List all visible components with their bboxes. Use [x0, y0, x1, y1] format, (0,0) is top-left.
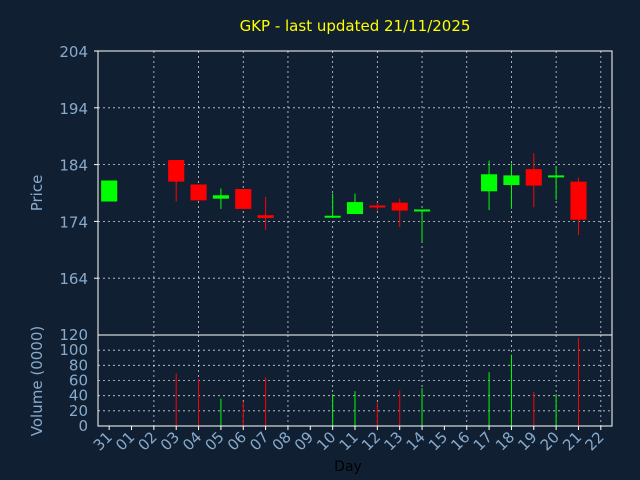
candle-body-13 — [391, 202, 408, 211]
candle-body-17 — [481, 174, 498, 192]
candle-body-20 — [548, 175, 565, 178]
price-y-tick: 194 — [59, 100, 88, 118]
candle-body-31 — [101, 180, 118, 202]
candle-body-03 — [168, 160, 185, 182]
price-y-tick: 164 — [59, 270, 88, 288]
price-y-tick-labels: 164 174 184 194 204 — [59, 43, 98, 288]
x-tick-labels: 3101020304050607080910111213141516171819… — [90, 426, 608, 454]
candle-body-10 — [324, 215, 341, 218]
candle-body-12 — [369, 205, 386, 208]
volume-axis-label: Volume (0000) — [28, 326, 46, 436]
candle-body-21 — [570, 181, 587, 220]
volume-y-tick: 0 — [78, 417, 88, 435]
volume-bars — [175, 338, 579, 426]
volume-y-tick: 60 — [69, 372, 88, 390]
candle-body-04 — [190, 184, 207, 201]
candle-body-18 — [503, 175, 520, 186]
volume-y-tick: 20 — [69, 402, 88, 420]
x-axis-label: Day — [334, 459, 362, 475]
volume-y-tick: 120 — [59, 326, 88, 344]
price-y-tick: 174 — [59, 213, 88, 231]
candle-body-06 — [235, 189, 252, 209]
candle-body-11 — [346, 202, 364, 215]
chart-title: GKP - last updated 21/11/2025 — [240, 17, 471, 35]
candle-body-07 — [257, 215, 274, 218]
price-grid — [98, 51, 612, 335]
price-y-tick: 204 — [59, 43, 88, 61]
volume-y-tick: 80 — [69, 356, 88, 374]
candle-body-19 — [525, 169, 542, 186]
volume-y-tick: 100 — [59, 341, 88, 359]
volume-y-tick: 40 — [69, 387, 88, 405]
price-axis-label: Price — [28, 175, 46, 212]
price-y-tick: 184 — [59, 157, 88, 175]
candle-body-05 — [212, 195, 229, 199]
candle-body-14 — [413, 209, 431, 212]
candlesticks — [101, 153, 587, 242]
